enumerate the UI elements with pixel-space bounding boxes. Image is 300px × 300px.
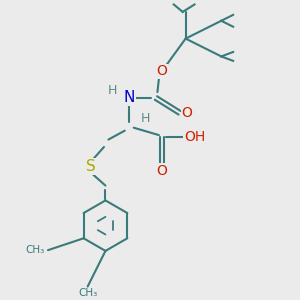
Text: CH₃: CH₃ [78, 288, 97, 298]
Text: S: S [86, 159, 95, 174]
Text: H: H [141, 112, 150, 125]
Text: OH: OH [184, 130, 205, 144]
Text: O: O [156, 164, 167, 178]
Text: N: N [124, 91, 135, 106]
Text: O: O [182, 106, 193, 120]
Text: H: H [108, 84, 118, 97]
Text: O: O [156, 64, 167, 78]
Text: CH₃: CH₃ [26, 245, 45, 255]
